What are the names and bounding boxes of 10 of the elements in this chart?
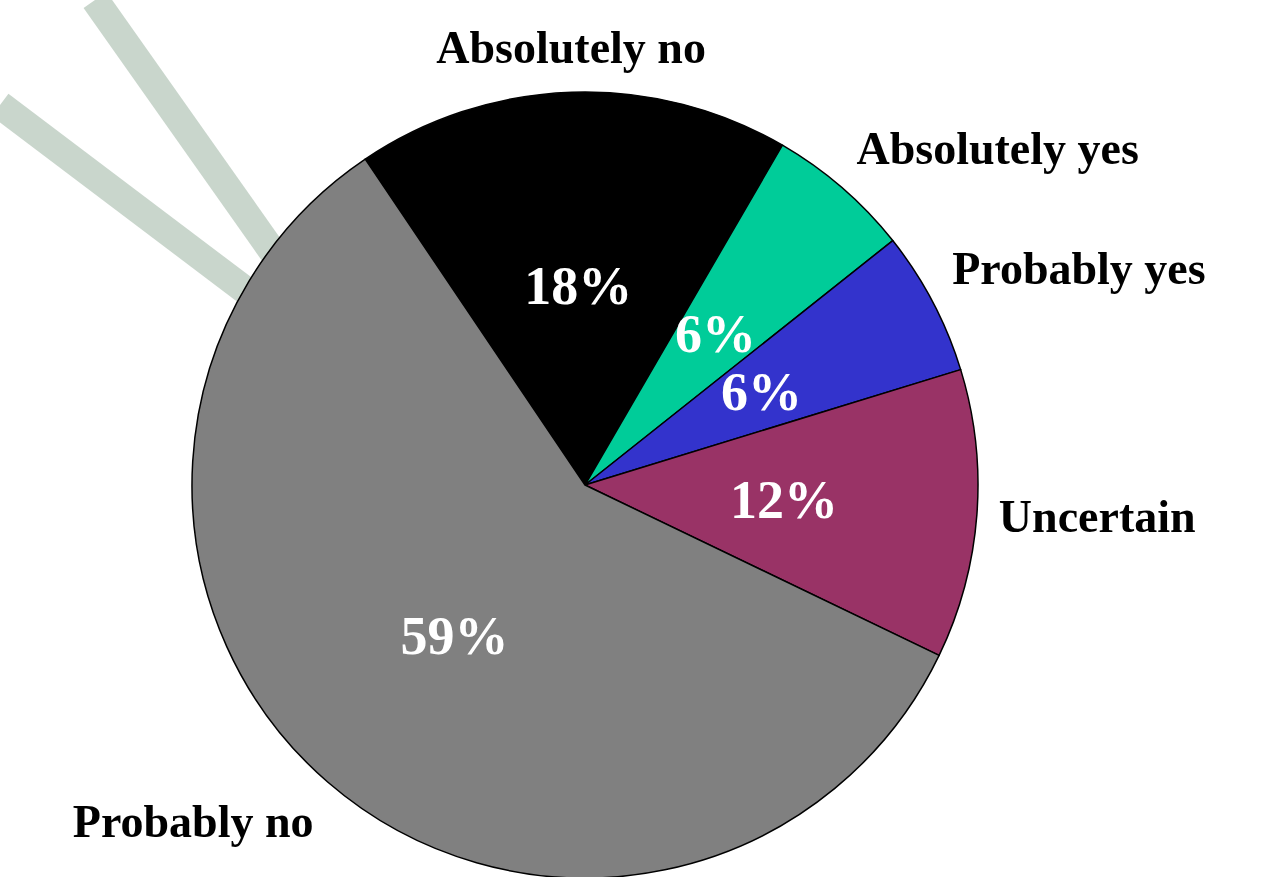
slice-label: Probably no bbox=[72, 796, 314, 848]
data-label: 59% bbox=[400, 605, 509, 666]
slice-label: Absolutely yes bbox=[856, 122, 1139, 174]
slice-label: Uncertain bbox=[998, 490, 1196, 542]
data-label: 18% bbox=[524, 255, 633, 316]
data-label: 12% bbox=[729, 470, 838, 531]
slice-label: Probably yes bbox=[952, 243, 1206, 295]
data-label: 6% bbox=[721, 362, 803, 423]
slice-label: Absolutely no bbox=[436, 21, 706, 73]
data-label: 6% bbox=[674, 304, 756, 365]
